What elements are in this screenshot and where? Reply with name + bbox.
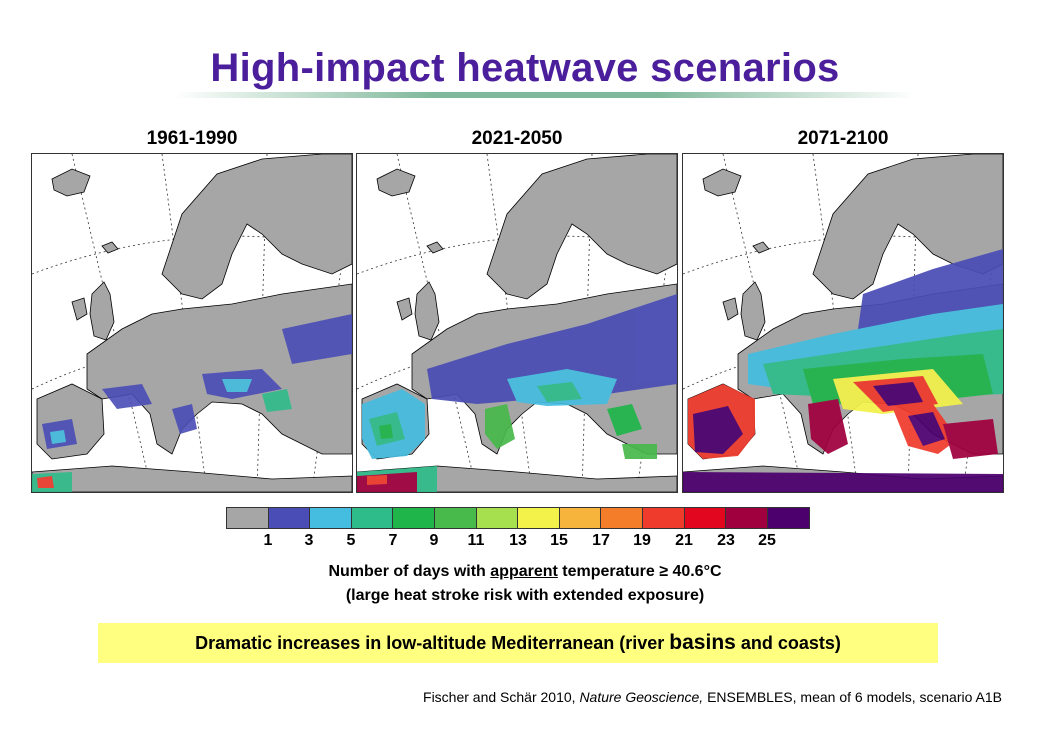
legend-tick: 13 — [509, 532, 527, 549]
ireland-landmass — [722, 297, 739, 321]
legend-tick: 5 — [346, 532, 356, 549]
legend-tick: 3 — [304, 532, 314, 549]
ireland-landmass — [396, 297, 413, 321]
citation: Fischer and Schär 2010, Nature Geoscienc… — [423, 689, 1002, 705]
legend-swatch — [393, 508, 435, 528]
legend-tick: 19 — [633, 532, 651, 549]
legend-tick: 25 — [758, 532, 776, 549]
north-africa-landmass — [32, 465, 352, 492]
citation-journal: Nature Geoscience, — [579, 689, 704, 705]
map-graphic — [683, 154, 1003, 492]
legend-swatch — [767, 508, 810, 528]
finding-post: and coasts) — [740, 632, 841, 653]
legend-tick: 21 — [675, 532, 693, 549]
legend-swatch — [268, 508, 311, 528]
legend-tick: 11 — [467, 532, 485, 549]
scandinavia-landmass — [486, 154, 677, 300]
panel-title-1961-1990: 1961-1990 — [146, 128, 238, 149]
legend-tick: 7 — [388, 532, 398, 549]
uk-landmass — [414, 281, 440, 341]
legend-swatch — [476, 508, 519, 528]
page-title: High-impact heatwave scenarios — [210, 46, 840, 90]
legend-caption-line2: (large heat stroke risk with extended ex… — [345, 587, 705, 604]
scandinavia-landmass — [161, 154, 352, 300]
map-graphic — [32, 154, 352, 492]
heat-days-overlay — [683, 249, 1003, 492]
legend-swatch — [310, 508, 352, 528]
iceland-landmass — [752, 241, 770, 254]
legend-tick: 1 — [263, 532, 273, 549]
legend-swatch — [601, 508, 643, 528]
legend-swatch — [227, 508, 269, 528]
finding-pre: Dramatic increases in low-altitude Medit… — [195, 632, 665, 653]
legend-caption-line1: Number of days with apparent temperature… — [0, 563, 1050, 581]
legend-swatch — [434, 508, 477, 528]
map-2021-2050 — [356, 153, 678, 493]
panel-title-2071-2100: 2071-2100 — [797, 128, 889, 149]
legend-swatch — [351, 508, 394, 528]
map-1961-1990 — [31, 153, 353, 493]
legend-tick: 9 — [429, 532, 439, 549]
color-legend — [226, 507, 811, 529]
greenland-landmass — [702, 168, 742, 197]
legend-tick: 15 — [550, 532, 568, 549]
citation-authors: Fischer and Schär 2010, — [423, 689, 576, 705]
iceland-landmass — [426, 241, 444, 254]
ireland-landmass — [71, 297, 88, 321]
legend-tick: 23 — [717, 532, 735, 549]
europe-mainland — [86, 283, 352, 455]
legend-ticks: 1 3 5 7 9 11 13 15 17 19 21 23 25 — [0, 532, 1050, 554]
map-graphic — [357, 154, 677, 492]
heat-days-overlay — [32, 314, 352, 492]
legend-swatch — [559, 508, 602, 528]
caption-underlined: apparent — [490, 563, 558, 580]
panel-title-2021-2050: 2021-2050 — [471, 128, 563, 149]
map-2071-2100 — [682, 153, 1004, 493]
legend-tick: 17 — [592, 532, 610, 549]
legend-swatch — [726, 508, 768, 528]
finding-emphasis: basins — [669, 631, 736, 654]
uk-landmass — [89, 281, 115, 341]
iceland-landmass — [101, 241, 119, 254]
uk-landmass — [740, 281, 766, 341]
caption-post: temperature ≥ 40.6°C — [557, 563, 722, 580]
legend-swatch — [518, 508, 560, 528]
key-finding-banner: Dramatic increases in low-altitude Medit… — [98, 623, 938, 663]
heat-days-overlay — [357, 294, 677, 492]
citation-details: ENSEMBLES, mean of 6 models, scenario A1… — [707, 689, 1002, 705]
title-underline — [175, 92, 915, 98]
greenland-landmass — [51, 168, 91, 197]
legend-swatch — [684, 508, 727, 528]
greenland-landmass — [376, 168, 416, 197]
legend-swatch — [642, 508, 685, 528]
caption-pre: Number of days with — [328, 563, 491, 580]
